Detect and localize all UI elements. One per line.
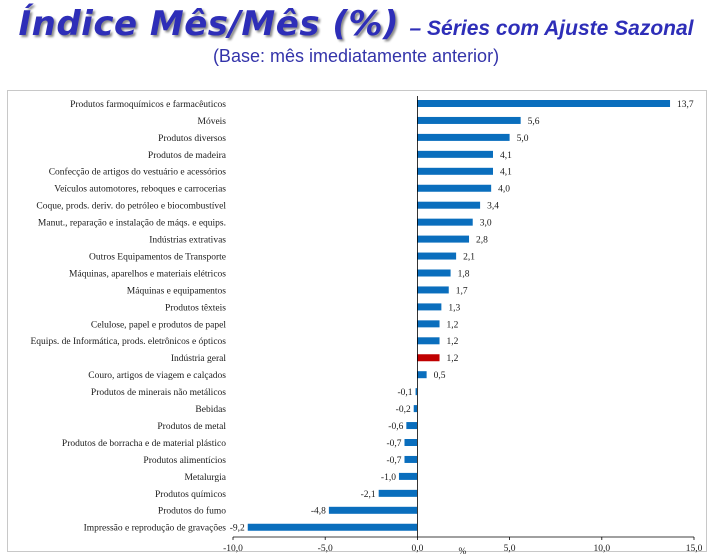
- category-label-21: Produtos alimentícios: [143, 456, 226, 466]
- bar-25: [247, 523, 418, 531]
- value-labels-group: 13,7 5,6 5,0 4,1 4,1 4,0 3,4 3,0 2,82,1 1,8 1,7 1,3…: [230, 100, 694, 534]
- value-label-25: -9,2: [230, 524, 245, 534]
- category-label-11: Máquinas e equipamentos: [127, 286, 227, 296]
- category-label-22: Metalurgia: [184, 473, 226, 483]
- bar-17: [415, 388, 418, 396]
- category-label-10: Máquinas, aparelhos e materiais elétrico…: [69, 269, 226, 279]
- bar-20: [404, 439, 418, 446]
- value-label-5: 4,0: [498, 185, 510, 195]
- category-label-18: Bebidas: [195, 405, 226, 415]
- value-label-21: -0,7: [386, 456, 401, 466]
- category-label-4: Confecção de artigos do vestuário e aces…: [49, 167, 227, 178]
- category-label-16: Couro, artigos de viagem e calçados: [88, 371, 226, 381]
- value-label-23: -2,1: [361, 490, 376, 500]
- chart-subtitle: (Base: mês imediatamente anterior): [212, 46, 500, 66]
- x-tick-label-0: -10,0: [223, 544, 243, 554]
- chart-title-suffix: – Séries com Ajuste Sazonal: [409, 17, 694, 40]
- bar-0: [417, 100, 671, 107]
- value-label-0: 13,7: [677, 100, 694, 110]
- bar-1: [417, 116, 521, 124]
- category-label-6: Coque, prods. deriv. do petróleo e bioco…: [36, 202, 226, 212]
- bar-16: [417, 371, 427, 379]
- category-label-3: Produtos de madeira: [148, 151, 227, 161]
- category-label-14: Equips. de Informática, prods. eletrônic…: [31, 336, 227, 347]
- category-label-9: Outros Equipamentos de Transporte: [89, 252, 226, 262]
- bar-4: [417, 167, 493, 175]
- x-tick-label-5: 15,0: [686, 544, 703, 554]
- value-label-11: 1,7: [456, 286, 468, 296]
- bar-11: [417, 286, 449, 294]
- value-label-2: 5,0: [517, 134, 529, 144]
- chart-title: Índice Mês/Mês (%): [18, 4, 400, 44]
- value-label-4: 4,1: [500, 168, 512, 178]
- bar-2: [417, 133, 510, 141]
- category-label-19: Produtos de metal: [157, 422, 226, 432]
- bar-12: [417, 303, 442, 311]
- category-label-0: Produtos farmoquímicos e farmacêuticos: [70, 99, 226, 110]
- bar-7: [417, 218, 473, 226]
- value-label-14: 1,2: [447, 337, 459, 347]
- value-label-10: 1,8: [458, 269, 470, 279]
- x-tick-label-2: 0,0: [411, 544, 423, 554]
- value-label-17: -0,1: [398, 388, 413, 398]
- category-label-20: Produtos de borracha e de material plást…: [62, 439, 226, 449]
- category-label-17: Produtos de minerais não metálicos: [91, 388, 226, 398]
- value-label-24: -4,8: [311, 507, 326, 517]
- value-label-7: 3,0: [480, 219, 492, 229]
- value-label-22: -1,0: [381, 473, 396, 483]
- bar-23: [378, 489, 418, 497]
- category-label-15: Indústria geral: [171, 354, 226, 364]
- bar-15: [417, 354, 440, 362]
- value-label-20: -0,7: [386, 439, 401, 449]
- category-label-7: Manut., reparação e instalação de máqs. …: [38, 219, 226, 229]
- value-label-18: -0,2: [396, 405, 411, 415]
- bar-22: [398, 472, 418, 480]
- value-label-15: 1,2: [447, 354, 459, 364]
- bar-3: [417, 150, 493, 158]
- x-tick-label-3: 5,0: [504, 544, 516, 554]
- category-label-23: Produtos químicos: [155, 490, 226, 500]
- category-label-2: Produtos diversos: [158, 134, 226, 144]
- chart-frame: [7, 90, 707, 552]
- category-labels-group: Produtos farmoquímicos e farmacêuticos Mó…: [31, 99, 227, 534]
- value-label-12: 1,3: [448, 303, 460, 313]
- category-label-5: Veículos automotores, reboques e carroce…: [54, 185, 226, 195]
- bar-19: [406, 422, 418, 430]
- category-label-1: Móveis: [198, 117, 227, 127]
- bars-group: [247, 100, 671, 531]
- category-label-25: Impressão e reprodução de gravações: [84, 524, 227, 534]
- bar-9: [417, 252, 457, 260]
- category-label-13: Celulose, papel e produtos de papel: [91, 320, 226, 330]
- value-label-1: 5,6: [528, 117, 540, 127]
- value-label-13: 1,2: [447, 320, 459, 330]
- bar-14: [417, 337, 440, 345]
- value-label-6: 3,4: [487, 202, 499, 212]
- x-tick-label-4: 10,0: [593, 544, 610, 554]
- bar-10: [417, 269, 451, 277]
- x-axis-unit-label: %: [458, 547, 466, 557]
- category-label-8: Indústrias extrativas: [149, 236, 226, 246]
- bar-8: [417, 235, 470, 243]
- x-axis: -10,0 -5,0 0,0 5,0 10,0 15,0%: [223, 96, 703, 557]
- value-label-9: 2,1: [463, 252, 475, 262]
- category-label-24: Produtos do fumo: [158, 506, 226, 517]
- value-label-8: 2,8: [476, 236, 488, 246]
- value-label-19: -0,6: [388, 422, 403, 432]
- bar-18: [413, 405, 418, 413]
- category-label-12: Produtos têxteis: [165, 303, 226, 313]
- bar-13: [417, 320, 440, 328]
- bar-5: [417, 184, 492, 192]
- value-label-3: 4,1: [500, 151, 512, 161]
- bar-6: [417, 201, 481, 209]
- bar-24: [328, 506, 418, 514]
- x-tick-label-1: -5,0: [318, 544, 333, 554]
- title-line: Índice Mês/Mês (%) – Séries com Ajuste S…: [0, 4, 712, 44]
- title-block: Índice Mês/Mês (%) – Séries com Ajuste S…: [0, 4, 712, 67]
- bar-21: [404, 455, 418, 463]
- value-label-16: 0,5: [434, 371, 446, 381]
